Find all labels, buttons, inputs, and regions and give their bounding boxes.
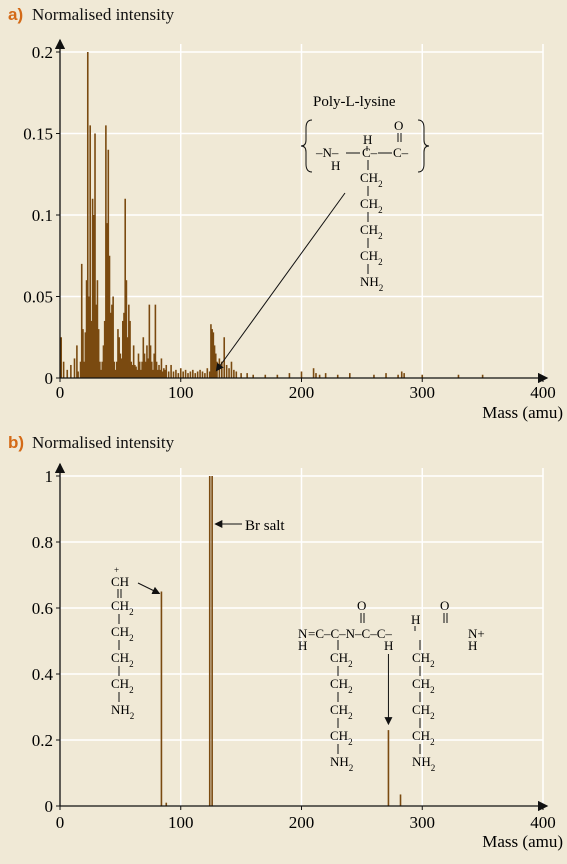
formula-ch2: CH2 [360, 222, 383, 241]
atom-n: N [298, 626, 308, 641]
panel-label: a) [8, 5, 23, 24]
atom-o: O [357, 598, 366, 613]
formula-nh2: NH2 [412, 754, 435, 773]
atom-h: H [411, 612, 420, 627]
formula-nh2: NH2 [330, 754, 353, 773]
panel-label: b) [8, 433, 24, 452]
annotation-label: Br salt [245, 518, 285, 534]
backbone-chain: =C–C–N–C–C– [308, 626, 392, 641]
x-tick-label: 400 [530, 383, 556, 402]
x-tick-label: 0 [56, 813, 65, 832]
formula-ch2: CH2 [360, 170, 383, 189]
annotation-arrow [137, 582, 161, 595]
atom-h: H [468, 638, 477, 653]
annotation-arrow [215, 192, 346, 372]
atom-o: O [440, 598, 449, 613]
formula-ch2: CH2 [330, 650, 353, 669]
x-tick-label: 200 [289, 813, 315, 832]
atom-ch: CH [111, 574, 129, 589]
formula-ch2: CH2 [111, 598, 134, 617]
y-tick-label: 0.05 [23, 288, 53, 307]
x-tick-label: 300 [410, 383, 436, 402]
y-axis-label: Normalised intensity [32, 433, 175, 452]
y-tick-label: 0.4 [32, 665, 54, 684]
formula-ch2: CH2 [111, 650, 134, 669]
formula-nh2: NH2 [111, 702, 134, 721]
x-tick-label: 100 [168, 813, 194, 832]
x-tick-label: 400 [530, 813, 556, 832]
formula-ch2: CH2 [412, 702, 435, 721]
formula-ch2: CH2 [412, 650, 435, 669]
x-axis-label: Mass (amu) [482, 403, 563, 422]
x-tick-label: 300 [410, 813, 436, 832]
backbone-c: C– [362, 145, 378, 160]
formula-ch2: CH2 [111, 624, 134, 643]
y-tick-label: 1 [45, 467, 54, 486]
y-tick-label: 0 [45, 797, 54, 816]
y-tick-label: 0.2 [32, 43, 53, 62]
formula-ch2: CH2 [111, 676, 134, 695]
atom-h: H [384, 638, 393, 653]
y-axis-label: Normalised intensity [32, 5, 175, 24]
y-tick-label: 0.8 [32, 533, 53, 552]
x-tick-label: 100 [168, 383, 194, 402]
formula-ch2: CH2 [360, 196, 383, 215]
backbone-n: –N– [315, 145, 339, 160]
brace-left [300, 119, 313, 173]
terminal-n: N+ [468, 626, 485, 641]
formula-ch2: CH2 [412, 676, 435, 695]
x-tick-label: 0 [56, 383, 65, 402]
y-tick-label: 0.1 [32, 206, 53, 225]
carbonyl-c: C– [393, 145, 409, 160]
brace-right [417, 119, 430, 173]
panel-b: b) Normalised intensity 0 0.2 0.4 0.6 0.8 1 0 100… [8, 433, 563, 851]
atom-h: H [363, 132, 372, 147]
formula-ch2: CH2 [360, 248, 383, 267]
x-tick-label: 200 [289, 383, 315, 402]
y-tick-label: 0.15 [23, 125, 53, 144]
formula-ch2: CH2 [330, 676, 353, 695]
y-tick-label: 0.2 [32, 731, 53, 750]
y-tick-label: 0.6 [32, 599, 53, 618]
amide-h: H [331, 158, 340, 173]
formula-nh2: NH2 [360, 274, 383, 293]
formula-ch2: CH2 [330, 702, 353, 721]
annotation-label: Poly-L-lysine [313, 94, 396, 110]
x-axis-label: Mass (amu) [482, 832, 563, 851]
charge-plus: + [114, 565, 119, 575]
atom-h: H [298, 638, 307, 653]
panel-a: a) Normalised intensity 0 0.05 0.1 0.15 0.2 0 10… [8, 5, 563, 422]
formula-ch2: CH2 [412, 728, 435, 747]
atom-o: O [394, 118, 403, 133]
y-tick-label: 0 [45, 369, 54, 388]
formula-ch2: CH2 [330, 728, 353, 747]
